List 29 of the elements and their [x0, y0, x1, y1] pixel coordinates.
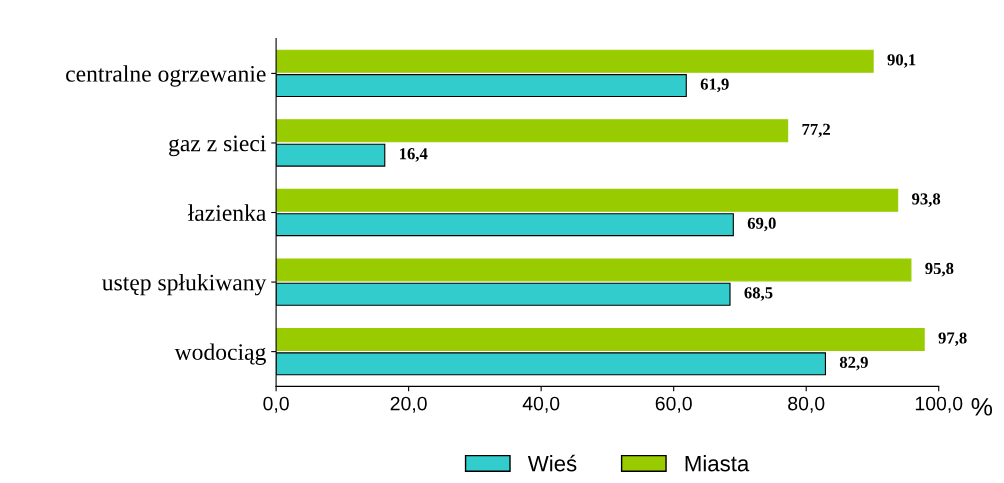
data-label: 82,9	[839, 356, 868, 371]
bar	[276, 49, 874, 73]
data-label: 90,1	[887, 54, 916, 68]
x-tick-label: 80,0	[788, 396, 825, 413]
data-label: 97,8	[938, 332, 967, 347]
data-label: 95,8	[925, 262, 954, 277]
data-label: 16,4	[400, 148, 428, 162]
x-tick-label: 40,0	[522, 396, 560, 413]
data-label: 68,5	[744, 287, 773, 301]
bar	[276, 258, 912, 282]
legend-label: Miasta	[685, 455, 750, 472]
bar	[276, 327, 925, 351]
x-tick-label: 20,0	[390, 396, 427, 413]
data-label: 77,2	[802, 123, 830, 138]
bar	[276, 188, 899, 212]
bar	[276, 119, 789, 143]
data-label: 69,0	[747, 217, 776, 232]
y-tick-label: gaz z sieci	[169, 135, 266, 157]
data-label: 61,9	[700, 78, 729, 93]
y-tick-label: wodociąg	[174, 343, 266, 365]
y-tick-label: centralne ogrzewanie	[66, 65, 266, 87]
x-tick-label: 100,0	[915, 396, 963, 413]
x-tick-label: 0,0	[263, 396, 289, 413]
data-label: 93,8	[912, 193, 941, 207]
x-tick-label: 60,0	[655, 396, 692, 413]
y-tick-label: łazienka	[187, 204, 267, 221]
y-tick-label: ustęp spłukiwany	[102, 273, 267, 296]
x-axis-title: %	[971, 398, 993, 416]
legend-label: Wieś	[527, 454, 577, 472]
